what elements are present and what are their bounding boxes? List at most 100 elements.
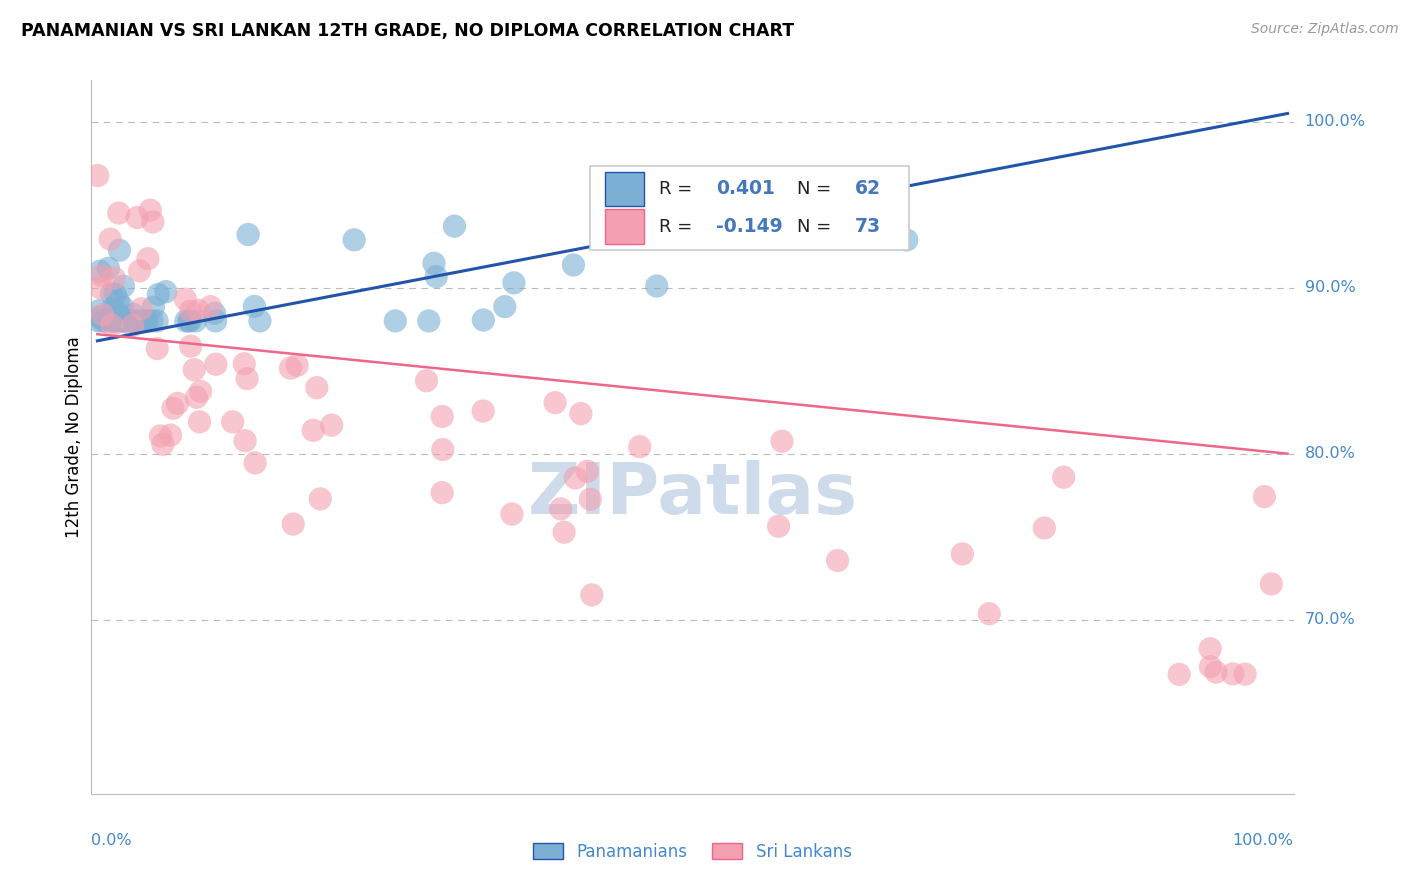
Point bbox=[285, 359, 308, 373]
Point bbox=[1253, 490, 1275, 504]
Point bbox=[564, 471, 586, 485]
Point bbox=[186, 390, 208, 404]
Text: N =: N = bbox=[797, 218, 837, 235]
Point bbox=[146, 314, 169, 328]
Point bbox=[243, 456, 266, 470]
Point bbox=[101, 301, 124, 316]
Point bbox=[200, 300, 222, 314]
Point bbox=[112, 279, 135, 293]
Point bbox=[97, 261, 120, 276]
Point bbox=[236, 371, 259, 385]
Point bbox=[105, 314, 128, 328]
Point bbox=[494, 300, 516, 314]
Point bbox=[159, 428, 181, 442]
Point bbox=[544, 395, 567, 409]
Point bbox=[162, 401, 184, 416]
Point bbox=[432, 409, 454, 424]
Point bbox=[103, 314, 125, 328]
Point bbox=[770, 434, 793, 449]
Point bbox=[111, 310, 134, 325]
Point bbox=[280, 361, 302, 376]
Point bbox=[121, 314, 143, 328]
Text: R =: R = bbox=[659, 180, 697, 198]
Point bbox=[87, 314, 110, 328]
Text: 62: 62 bbox=[855, 179, 880, 198]
Point bbox=[302, 423, 325, 437]
Point bbox=[1199, 641, 1222, 656]
Point bbox=[979, 607, 1001, 621]
Point bbox=[89, 310, 111, 324]
Point bbox=[768, 519, 790, 533]
Point bbox=[423, 256, 446, 270]
Point bbox=[1260, 577, 1282, 591]
Point bbox=[111, 314, 134, 328]
Point bbox=[91, 314, 114, 328]
Point bbox=[236, 227, 259, 242]
Point bbox=[243, 299, 266, 313]
Point bbox=[1052, 470, 1074, 484]
Point bbox=[204, 306, 226, 320]
Point bbox=[174, 292, 197, 306]
Point bbox=[155, 285, 177, 299]
Point bbox=[187, 303, 209, 318]
Point bbox=[184, 314, 207, 328]
Legend: Panamanians, Sri Lankans: Panamanians, Sri Lankans bbox=[526, 837, 859, 868]
Point bbox=[1199, 659, 1222, 673]
Point bbox=[89, 303, 111, 318]
Point bbox=[1205, 665, 1227, 679]
Point bbox=[503, 276, 526, 290]
Point bbox=[111, 314, 134, 328]
Text: 100.0%: 100.0% bbox=[1233, 833, 1294, 848]
Point bbox=[103, 271, 125, 285]
Point bbox=[305, 381, 328, 395]
Point bbox=[204, 314, 226, 328]
Point bbox=[139, 203, 162, 218]
Point bbox=[121, 314, 143, 328]
Point bbox=[233, 357, 256, 371]
Point bbox=[581, 588, 603, 602]
Point bbox=[179, 304, 201, 318]
Point bbox=[1168, 667, 1191, 681]
Point bbox=[569, 407, 592, 421]
Point bbox=[1033, 521, 1056, 535]
Text: 100.0%: 100.0% bbox=[1305, 114, 1365, 129]
Point bbox=[432, 442, 454, 457]
Point bbox=[628, 440, 651, 454]
Point bbox=[142, 215, 165, 229]
Point bbox=[950, 547, 973, 561]
Point bbox=[645, 279, 668, 293]
Point bbox=[105, 304, 128, 318]
Point bbox=[136, 314, 159, 328]
Point bbox=[188, 415, 211, 429]
Point bbox=[86, 169, 108, 183]
Point bbox=[122, 307, 145, 321]
Point bbox=[180, 339, 202, 353]
Text: 0.0%: 0.0% bbox=[91, 833, 132, 848]
Point bbox=[121, 318, 143, 333]
Point bbox=[174, 314, 197, 328]
Point bbox=[472, 313, 495, 327]
Text: ZIPatlas: ZIPatlas bbox=[527, 459, 858, 529]
Point bbox=[104, 287, 127, 301]
Text: 70.0%: 70.0% bbox=[1305, 612, 1355, 627]
Point bbox=[704, 208, 727, 222]
Point bbox=[128, 314, 150, 328]
Point bbox=[1234, 667, 1257, 681]
Point bbox=[90, 281, 112, 295]
Point bbox=[249, 314, 271, 328]
Y-axis label: 12th Grade, No Diploma: 12th Grade, No Diploma bbox=[65, 336, 83, 538]
Point bbox=[501, 507, 523, 521]
Point bbox=[472, 404, 495, 418]
Text: R =: R = bbox=[659, 218, 697, 235]
Point bbox=[443, 219, 465, 234]
Point bbox=[576, 464, 599, 478]
Text: 90.0%: 90.0% bbox=[1305, 280, 1355, 295]
Point bbox=[127, 211, 149, 225]
Point bbox=[152, 437, 174, 451]
Point bbox=[430, 485, 453, 500]
Text: Source: ZipAtlas.com: Source: ZipAtlas.com bbox=[1251, 22, 1399, 37]
Point bbox=[142, 300, 165, 314]
Point bbox=[827, 553, 849, 567]
Point bbox=[108, 244, 131, 258]
FancyBboxPatch shape bbox=[591, 166, 908, 250]
